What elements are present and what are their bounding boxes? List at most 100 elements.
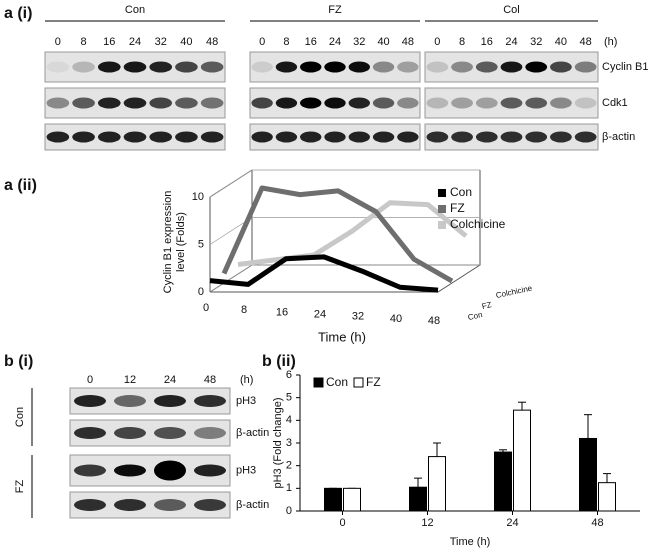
band [475, 61, 498, 73]
band [348, 61, 370, 73]
bar [409, 486, 427, 512]
y-axis-title: Cyclin B1 expression [162, 191, 174, 294]
time-label: 32 [155, 36, 167, 48]
y-tick-label: 5 [286, 392, 292, 404]
time-label: 48 [580, 36, 592, 48]
y-tick-label: 10 [192, 191, 204, 203]
time-label: 8 [283, 36, 289, 48]
time-label: 24 [329, 36, 341, 48]
band [324, 131, 346, 143]
band [72, 97, 95, 109]
y-tick-label: 4 [286, 414, 292, 426]
band [397, 131, 419, 143]
depth-label: FZ [481, 300, 493, 311]
band [74, 427, 106, 439]
band [426, 97, 449, 109]
row-label: Cdk1 [602, 97, 628, 109]
band [275, 131, 298, 143]
band [300, 61, 322, 73]
y-tick-label: 1 [286, 482, 292, 494]
band [500, 97, 523, 109]
band [348, 97, 370, 109]
band [46, 97, 70, 109]
band [194, 499, 226, 511]
y-tick-label: 5 [198, 238, 204, 250]
legend-label: Colchicine [450, 217, 506, 231]
time-label: 0 [434, 36, 440, 48]
x-tick-label: 8 [241, 304, 247, 316]
row-label: pH3 [236, 395, 256, 407]
legend-swatch [353, 377, 364, 388]
band [114, 395, 146, 407]
time-label: 48 [402, 36, 414, 48]
band [275, 97, 298, 109]
band [372, 131, 395, 143]
band [300, 131, 322, 143]
band [397, 61, 419, 73]
band [426, 131, 449, 143]
legend-label: Con [326, 375, 348, 389]
time-label: 24 [164, 374, 176, 386]
panel-label: b (ii) [262, 353, 296, 370]
x-tick-label: 12 [421, 517, 433, 529]
x-tick-label: 32 [352, 311, 364, 323]
band [149, 97, 173, 109]
band [175, 97, 198, 109]
time-label: 16 [103, 36, 115, 48]
time-label: 40 [180, 36, 192, 48]
y-tick-label: 2 [286, 460, 292, 472]
band [200, 97, 224, 109]
series-line [237, 200, 468, 267]
depth-label: Con [467, 310, 483, 322]
row-label: pH3 [236, 464, 256, 476]
band [194, 395, 226, 407]
band [149, 61, 173, 73]
x-tick-label: 16 [276, 306, 288, 318]
time-label: 0 [55, 36, 61, 48]
grid-line [209, 169, 480, 198]
time-label: 24 [129, 36, 141, 48]
grid-line [209, 264, 480, 293]
band [397, 97, 419, 109]
band [74, 464, 106, 477]
band [154, 395, 186, 407]
y-tick-label: 0 [286, 505, 292, 517]
band [97, 61, 121, 73]
band [550, 131, 572, 143]
time-label: 24 [505, 36, 517, 48]
x-tick-label: 24 [314, 309, 326, 321]
grid-line [209, 217, 480, 245]
row-label: β-actin [602, 131, 635, 143]
series-line [221, 185, 454, 284]
band [46, 61, 70, 73]
band [500, 131, 523, 143]
blot-group-label: Con [125, 4, 145, 16]
bar [579, 437, 597, 512]
band [114, 427, 146, 439]
band [200, 131, 224, 143]
band [300, 97, 322, 109]
band [426, 61, 449, 73]
band [175, 131, 198, 143]
band [475, 97, 498, 109]
bar [494, 451, 512, 512]
panel-label: a (ii) [4, 177, 37, 194]
x-tick-label: 40 [390, 313, 402, 325]
row-label: β-actin [236, 499, 269, 511]
band [74, 499, 106, 511]
unit-label: (h) [604, 36, 617, 48]
unit-label: (h) [240, 374, 253, 386]
time-label: 8 [459, 36, 465, 48]
band [200, 61, 224, 73]
blot-group-label: Col [503, 4, 520, 16]
band [525, 61, 548, 73]
time-label: 0 [259, 36, 265, 48]
legend-label: Con [450, 185, 472, 199]
band [72, 61, 95, 73]
band [123, 131, 147, 143]
band [372, 97, 395, 109]
band [574, 61, 597, 73]
band [525, 131, 548, 143]
time-label: 40 [555, 36, 567, 48]
